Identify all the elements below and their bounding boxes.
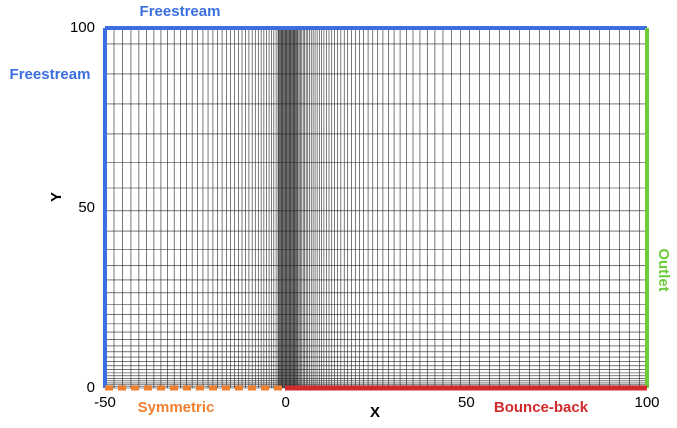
boundary-label: Bounce-back (494, 399, 589, 416)
y-tick-label: 0 (87, 379, 95, 396)
x-tick-label: 50 (458, 394, 475, 411)
y-tick-label: 100 (70, 19, 95, 36)
x-tick-label: -50 (94, 394, 116, 411)
boundary-label: Outlet (655, 248, 672, 291)
x-axis-label: X (370, 404, 380, 421)
boundary-label: Symmetric (138, 399, 215, 416)
x-tick-label: 0 (281, 394, 289, 411)
mesh (104, 28, 647, 389)
x-tick-label: 100 (634, 394, 659, 411)
y-tick-label: 50 (78, 199, 95, 216)
boundary-label: Freestream (140, 3, 221, 20)
y-axis-label: Y (48, 192, 65, 202)
boundary-label: Freestream (10, 66, 91, 83)
